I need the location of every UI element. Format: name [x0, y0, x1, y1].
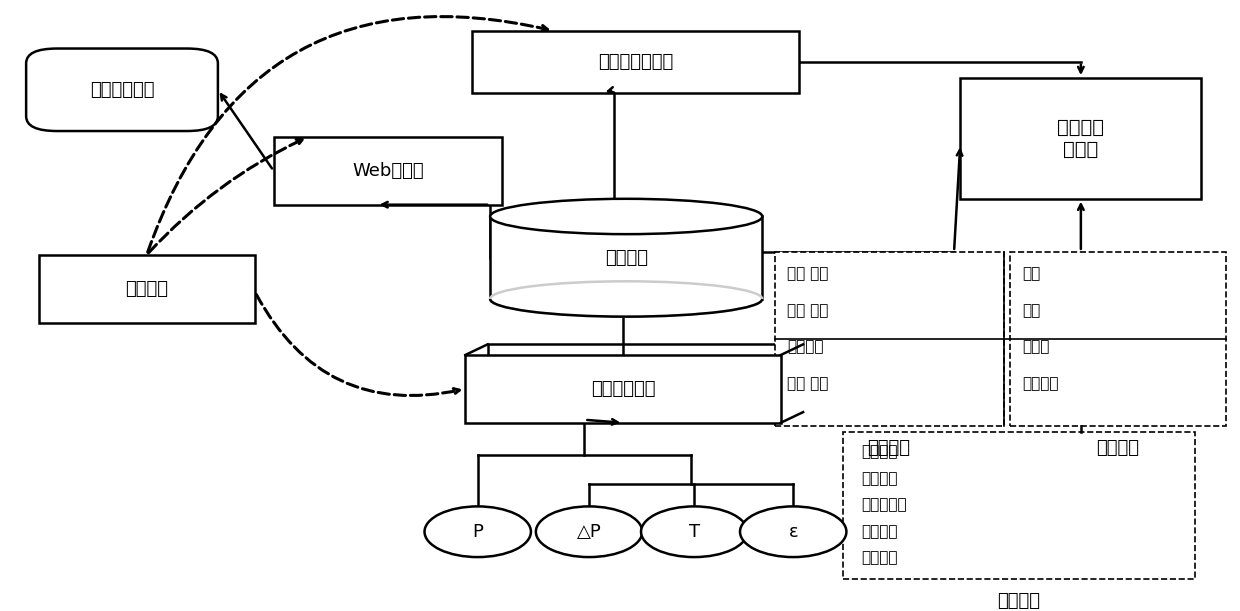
- Circle shape: [536, 507, 642, 557]
- Text: 高速采集硬件: 高速采集硬件: [590, 380, 656, 398]
- Text: T: T: [688, 523, 699, 541]
- Ellipse shape: [490, 199, 763, 234]
- Text: 油藏数据: 油藏数据: [997, 592, 1040, 610]
- Text: P: P: [472, 523, 484, 541]
- Bar: [960, 78, 1202, 199]
- Text: 膨胀系数: 膨胀系数: [1022, 376, 1059, 391]
- Text: 安装 模式: 安装 模式: [787, 266, 828, 282]
- Text: 饱和压力: 饱和压力: [862, 524, 898, 539]
- Text: 工艺参数: 工艺参数: [868, 439, 910, 456]
- FancyBboxPatch shape: [26, 48, 218, 131]
- Bar: [487, 345, 804, 412]
- Text: 压力系数: 压力系数: [862, 551, 898, 566]
- Text: 模型计算
服务器: 模型计算 服务器: [1058, 118, 1105, 159]
- Bar: [1009, 252, 1226, 426]
- Text: △P: △P: [577, 523, 601, 541]
- Bar: [38, 255, 255, 323]
- Text: 密度: 密度: [1022, 303, 1040, 318]
- Text: 溶解汽油比: 溶解汽油比: [862, 497, 906, 513]
- Bar: [490, 216, 763, 299]
- Text: 原油物性: 原油物性: [1096, 439, 1140, 456]
- Text: 筘度: 筘度: [1022, 266, 1040, 282]
- Text: 矿化度: 矿化度: [1022, 340, 1049, 354]
- Ellipse shape: [490, 281, 763, 316]
- Text: 实时结果输出: 实时结果输出: [89, 81, 154, 99]
- Text: 管径管长: 管径管长: [787, 340, 823, 354]
- Text: 安装 位置: 安装 位置: [787, 303, 828, 318]
- Bar: [465, 355, 781, 423]
- Text: 节流 内径: 节流 内径: [787, 376, 828, 391]
- Circle shape: [740, 507, 847, 557]
- Text: 时间同步: 时间同步: [125, 280, 169, 298]
- Bar: [843, 431, 1195, 579]
- Bar: [775, 252, 1003, 426]
- Bar: [274, 137, 502, 205]
- Bar: [471, 31, 800, 93]
- Circle shape: [641, 507, 748, 557]
- Text: 数据存储: 数据存储: [605, 249, 647, 267]
- Text: 底层温度: 底层温度: [862, 471, 898, 486]
- Text: Web服务器: Web服务器: [352, 162, 424, 180]
- Text: 数据处理服务器: 数据处理服务器: [598, 53, 673, 71]
- Text: 底层压力: 底层压力: [862, 445, 898, 459]
- Text: ε: ε: [789, 523, 799, 541]
- Circle shape: [424, 507, 531, 557]
